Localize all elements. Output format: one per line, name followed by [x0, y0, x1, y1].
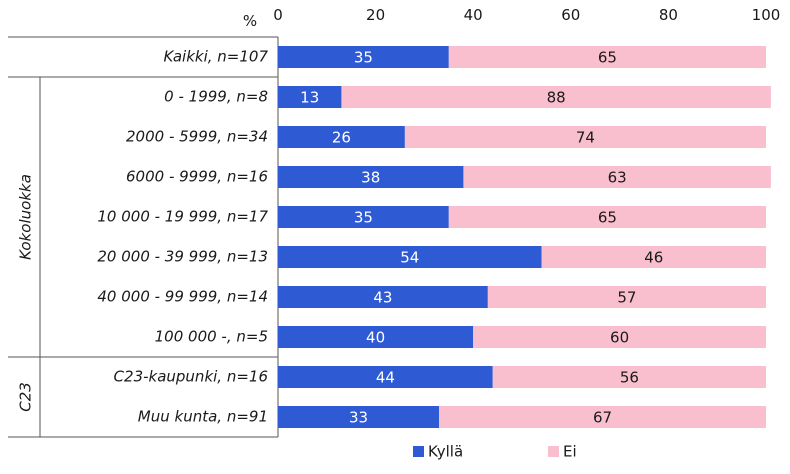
bar-value-label: 38 [361, 169, 380, 187]
bar-ei [439, 406, 766, 428]
bar-ei [492, 366, 766, 388]
bar-kyllä [278, 86, 342, 108]
bar-value-label: 26 [332, 129, 351, 147]
bar-value-label: 40 [366, 329, 385, 347]
bar-kyllä [278, 126, 405, 148]
x-tick-label: 60 [561, 6, 580, 24]
bar-ei [473, 326, 766, 348]
bar-kyllä [278, 166, 464, 188]
group-label-kokoluokka: Kokoluokka [17, 174, 35, 260]
category-label: C23-kaupunki, n=16 [114, 368, 268, 386]
bar-value-label: 35 [354, 49, 373, 67]
bar-value-label: 54 [400, 249, 419, 267]
legend-label-kyllä: Kyllä [428, 443, 463, 461]
bar-value-label: 65 [598, 209, 617, 227]
legend-swatch-ei [548, 446, 559, 457]
bar-value-label: 13 [300, 89, 319, 107]
category-label: 6000 - 9999, n=16 [126, 168, 268, 186]
category-label: 20 000 - 39 999, n=13 [97, 248, 268, 266]
bar-value-label: 43 [373, 289, 392, 307]
bar-value-label: 35 [354, 209, 373, 227]
bar-ei [541, 246, 766, 268]
category-label: 40 000 - 99 999, n=14 [97, 288, 268, 306]
bar-ei [448, 46, 766, 68]
bar-ei [463, 166, 771, 188]
category-label: 0 - 1999, n=8 [164, 88, 268, 106]
bar-value-label: 65 [598, 49, 617, 67]
bar-value-label: 44 [376, 369, 395, 387]
bar-ei [341, 86, 771, 108]
bar-value-label: 74 [576, 129, 595, 147]
bar-ei [487, 286, 766, 308]
bar-kyllä [278, 46, 449, 68]
category-label: Muu kunta, n=91 [138, 408, 268, 426]
bar-ei [448, 206, 766, 228]
unit-label: % [243, 12, 257, 30]
category-label: 10 000 - 19 999, n=17 [97, 208, 268, 226]
bar-value-label: 46 [644, 249, 663, 267]
bar-ei [404, 126, 766, 148]
bar-kyllä [278, 206, 449, 228]
x-tick-label: 40 [464, 6, 483, 24]
x-tick-label: 100 [752, 6, 781, 24]
category-label: Kaikki, n=107 [164, 48, 269, 66]
bar-kyllä [278, 366, 493, 388]
bar-kyllä [278, 286, 488, 308]
category-label: 100 000 -, n=5 [155, 328, 268, 346]
bar-kyllä [278, 326, 474, 348]
x-tick-label: 20 [366, 6, 385, 24]
bar-value-label: 33 [349, 409, 368, 427]
legend-swatch-kyllä [413, 446, 424, 457]
group-label-c23: C23 [17, 382, 35, 412]
bar-value-label: 56 [620, 369, 639, 387]
bar-kyllä [278, 246, 542, 268]
bar-value-label: 67 [593, 409, 612, 427]
x-tick-label: 80 [659, 6, 678, 24]
bar-kyllä [278, 406, 440, 428]
bar-value-label: 88 [547, 89, 566, 107]
legend-label-ei: Ei [563, 443, 577, 461]
bar-value-label: 63 [608, 169, 627, 187]
category-label: 2000 - 5999, n=34 [126, 128, 268, 146]
bar-value-label: 60 [610, 329, 629, 347]
x-tick-label: 0 [273, 6, 283, 24]
bar-value-label: 57 [617, 289, 636, 307]
